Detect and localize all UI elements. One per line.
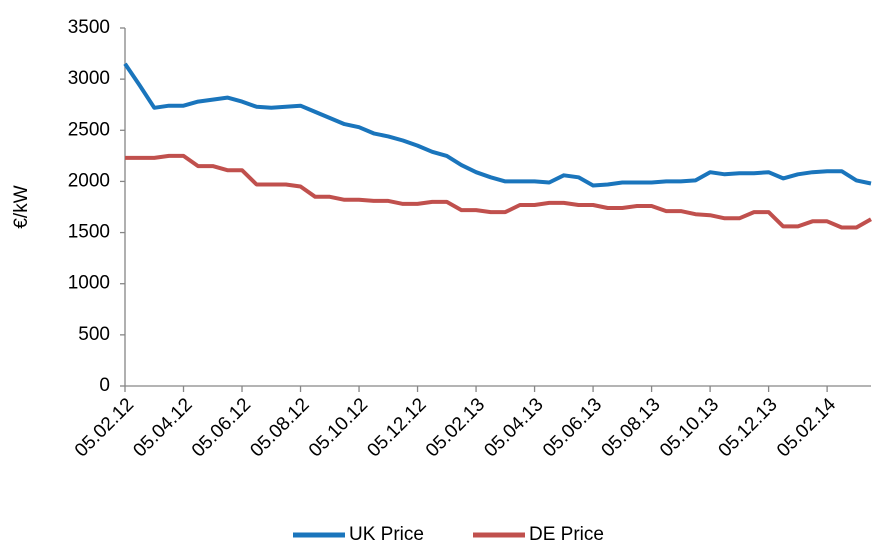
y-tick-label: 500 [78,324,110,345]
x-tick-label: 05.04.12 [129,394,196,461]
y-tick-label: 2000 [68,170,110,191]
x-tick-label: 05.06.13 [539,394,606,461]
y-tick-label: 1000 [68,273,110,294]
legend-label: UK Price [349,524,424,545]
x-tick-label: 05.02.14 [773,394,840,461]
legend-label: DE Price [529,524,604,545]
x-tick-label: 05.12.13 [715,394,782,461]
x-tick-label: 05.12.12 [363,394,430,461]
x-tick-label: 05.06.12 [188,394,255,461]
x-tick-label: 05.10.12 [305,394,372,461]
x-tick-label: 05.04.13 [480,394,547,461]
series-line [125,153,872,230]
y-tick-label: 0 [99,375,110,396]
x-tick-label: 05.08.12 [246,394,313,461]
y-tick-label: 3500 [68,17,110,38]
y-tick-label: 1500 [68,222,110,243]
y-tick-label: 3000 [68,68,110,89]
x-tick-label: 05.08.13 [598,394,665,461]
series-line [123,62,872,188]
x-tick-label: 05.02.13 [422,394,489,461]
y-tick-label: 2500 [68,119,110,140]
y-axis-label: €/kW [11,185,32,228]
x-tick-label: 05.10.13 [656,394,723,461]
x-tick-label: 05.02.12 [71,394,138,461]
